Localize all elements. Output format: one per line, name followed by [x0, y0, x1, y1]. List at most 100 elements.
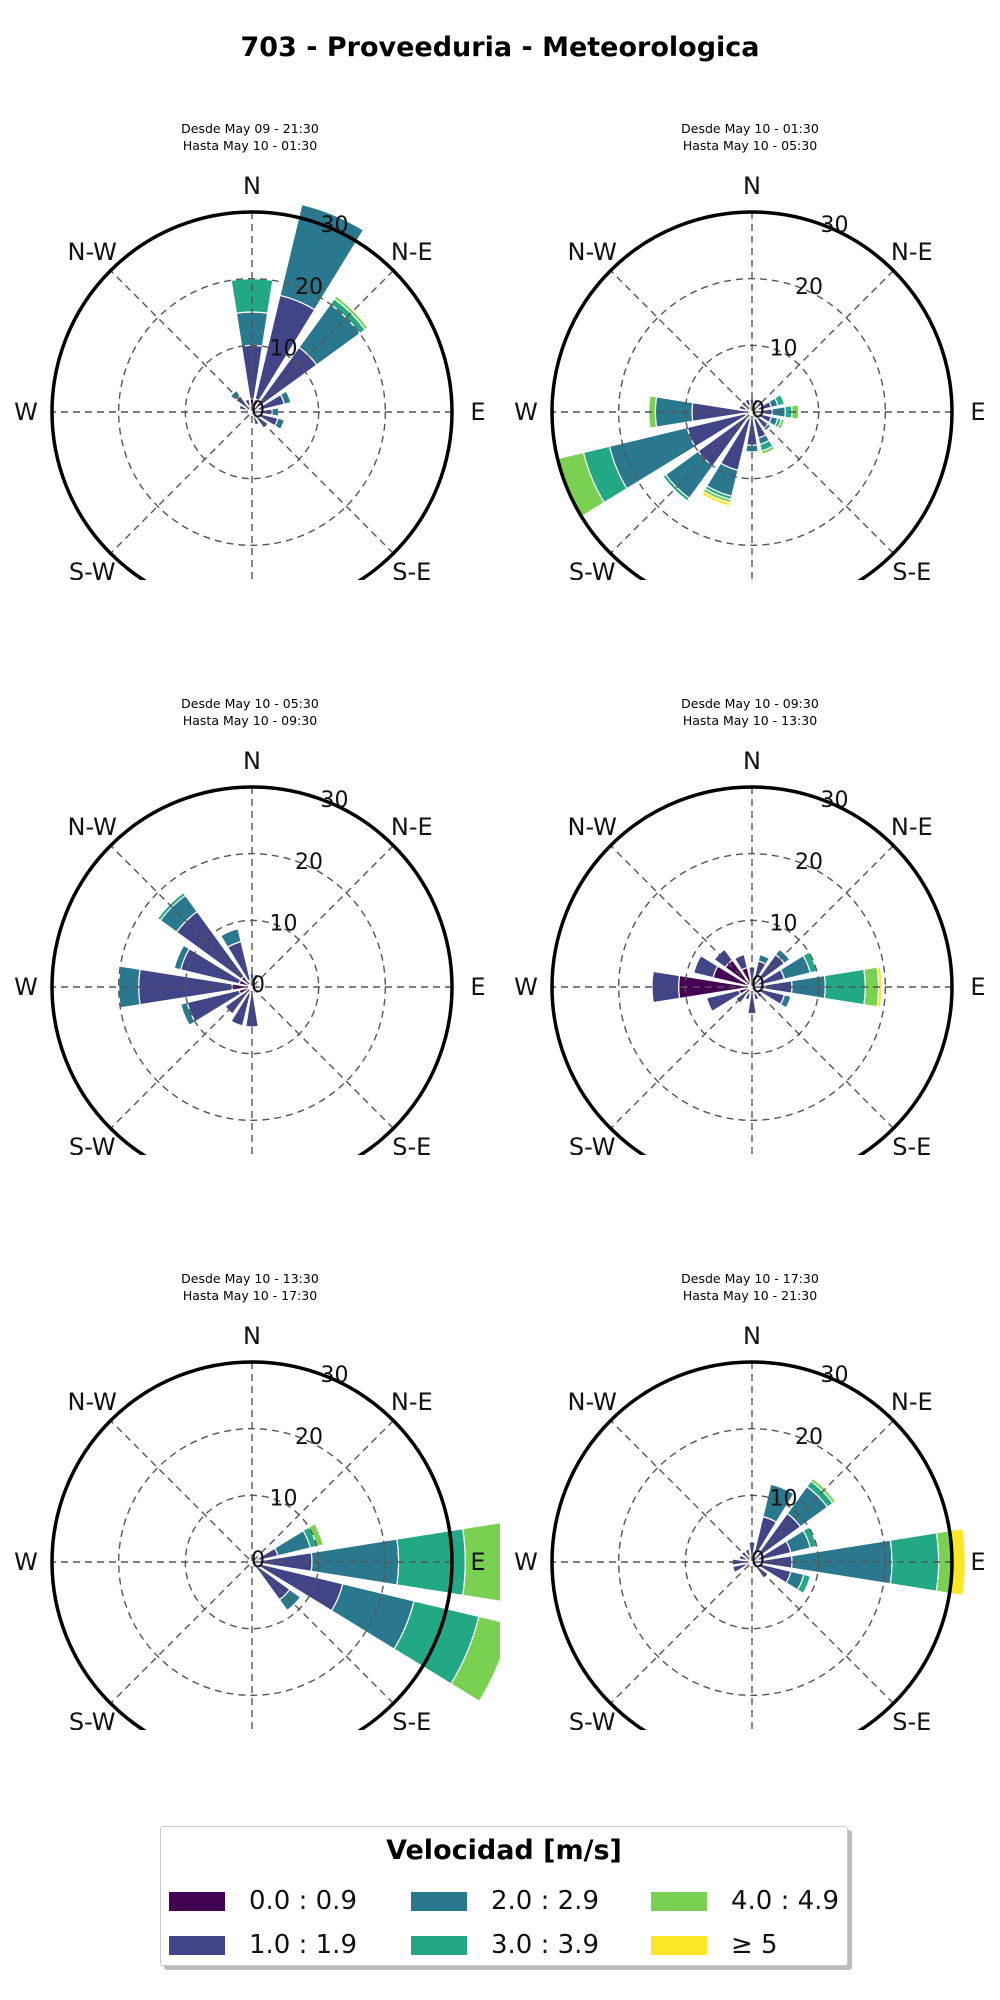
radial-tick-label: 0 — [251, 398, 265, 423]
legend-swatch — [169, 1935, 225, 1955]
petal-segment — [738, 404, 748, 412]
direction-label: N — [743, 747, 761, 775]
radial-tick-label: 0 — [751, 973, 765, 998]
petal-segment — [235, 311, 269, 347]
radial-tick-label: 10 — [770, 1486, 798, 1511]
subtitle-line: Hasta May 10 - 05:30 — [682, 138, 818, 153]
legend-item: ≥ 5 — [651, 1927, 778, 1963]
figure-title: 703 - Proveeduria - Meteorologica — [240, 32, 760, 63]
windrose-panel: Desde May 10 - 17:30 Hasta May 10 - 21:30… — [500, 1150, 1000, 1730]
radial-tick-label: 30 — [321, 788, 349, 813]
subtitle-line: Desde May 09 - 21:30 — [181, 121, 319, 136]
direction-label: E — [970, 1548, 985, 1576]
outer-ring — [50, 785, 454, 1155]
legend-swatch — [651, 1891, 707, 1911]
subtitle-line: Hasta May 10 - 13:30 — [682, 713, 818, 728]
direction-label: N-W — [68, 1388, 117, 1416]
legend-item: 2.0 : 2.9 — [411, 1883, 599, 1919]
direction-label: E — [470, 973, 485, 1001]
petal-segment — [744, 1548, 752, 1558]
direction-label: N — [243, 1322, 261, 1350]
petal-segment — [731, 1562, 748, 1574]
legend: Velocidad [m/s] 0.0 : 0.9 1.0 : 1.9 2.0 … — [160, 1826, 848, 1966]
direction-label: N-W — [568, 813, 617, 841]
panel-subtitle: Desde May 10 - 13:30 Hasta May 10 - 17:30 — [0, 1270, 500, 1304]
grid-spoke — [110, 845, 394, 1129]
panel-subtitle: Desde May 10 - 01:30 Hasta May 10 - 05:30 — [500, 120, 1000, 154]
petal-segment — [252, 973, 260, 983]
radial-tick-label: 30 — [821, 213, 849, 238]
petal-segment — [279, 203, 365, 311]
petal-segment — [762, 422, 772, 432]
subtitle-line: Hasta May 10 - 21:30 — [682, 1288, 818, 1303]
radial-tick-label: 20 — [795, 850, 823, 875]
grid-spoke — [610, 270, 894, 554]
petal-segment — [651, 970, 681, 1004]
petal-segment — [173, 944, 191, 971]
petal-segment — [179, 1001, 196, 1027]
petal-segment — [752, 991, 760, 1001]
legend-item: 0.0 : 0.9 — [169, 1883, 357, 1919]
legend-item: 1.0 : 1.9 — [169, 1927, 357, 1963]
direction-label: E — [970, 398, 985, 426]
petal-segment — [790, 974, 826, 1000]
subtitle-line: Hasta May 10 - 09:30 — [182, 713, 318, 728]
petal-segment — [252, 414, 260, 426]
grid-spoke — [110, 270, 394, 554]
petal-segment — [738, 1554, 748, 1562]
outer-ring — [550, 785, 954, 1155]
petal-segment — [744, 991, 752, 1001]
panel-subtitle: Desde May 09 - 21:30 Hasta May 10 - 01:30 — [0, 120, 500, 154]
petal-segment — [776, 418, 786, 431]
legend-label: 1.0 : 1.9 — [249, 1930, 357, 1960]
subtitle-line: Desde May 10 - 17:30 — [681, 1271, 819, 1286]
direction-label: E — [470, 1548, 485, 1576]
petal-segment — [662, 473, 691, 502]
windrose-panel: Desde May 10 - 13:30 Hasta May 10 - 17:30… — [0, 1150, 500, 1730]
direction-label: N — [743, 172, 761, 200]
petal-segment — [779, 994, 792, 1009]
direction-label: S-E — [892, 558, 931, 580]
direction-label: N-W — [68, 238, 117, 266]
legend-title: Velocidad [m/s] — [386, 1835, 622, 1866]
petal-segment — [118, 965, 141, 1009]
legend-item: 3.0 : 3.9 — [411, 1927, 599, 1963]
grid-spoke — [110, 270, 394, 554]
legend-label: 4.0 : 4.9 — [731, 1886, 839, 1916]
legend-label: ≥ 5 — [731, 1930, 778, 1960]
legend-label: 3.0 : 3.9 — [491, 1930, 599, 1960]
subtitle-line: Desde May 10 - 09:30 — [681, 696, 819, 711]
legend-item: 4.0 : 4.9 — [651, 1883, 839, 1919]
grid-spoke — [610, 270, 894, 554]
radial-tick-label: 10 — [270, 1486, 298, 1511]
direction-label: S-E — [892, 1133, 931, 1155]
grid-spoke — [610, 845, 894, 1129]
legend-label: 0.0 : 0.9 — [249, 1886, 357, 1916]
petal-segment — [450, 1615, 500, 1703]
legend-swatch — [169, 1891, 225, 1911]
radial-tick-label: 30 — [821, 1363, 849, 1388]
direction-label: N — [743, 1322, 761, 1350]
petal-segment — [762, 1483, 795, 1524]
direction-label: S-W — [69, 558, 116, 580]
direction-label: N-E — [891, 238, 933, 266]
petal-segment — [648, 395, 658, 429]
petal-segment — [219, 927, 242, 949]
radial-tick-label: 0 — [751, 1548, 765, 1573]
petal-segment — [279, 390, 292, 405]
direction-label: S-W — [69, 1708, 116, 1730]
direction-label: S-E — [392, 558, 431, 580]
direction-label: N-E — [391, 1388, 433, 1416]
subtitle-line: Desde May 10 - 05:30 — [181, 696, 319, 711]
petal-segment — [396, 1527, 466, 1597]
petal-segment — [247, 1554, 252, 1560]
direction-label: S-W — [569, 1708, 616, 1730]
direction-label: N-W — [68, 813, 117, 841]
direction-label: S-W — [569, 1133, 616, 1155]
radial-tick-label: 10 — [270, 336, 298, 361]
radial-tick-label: 30 — [321, 213, 349, 238]
